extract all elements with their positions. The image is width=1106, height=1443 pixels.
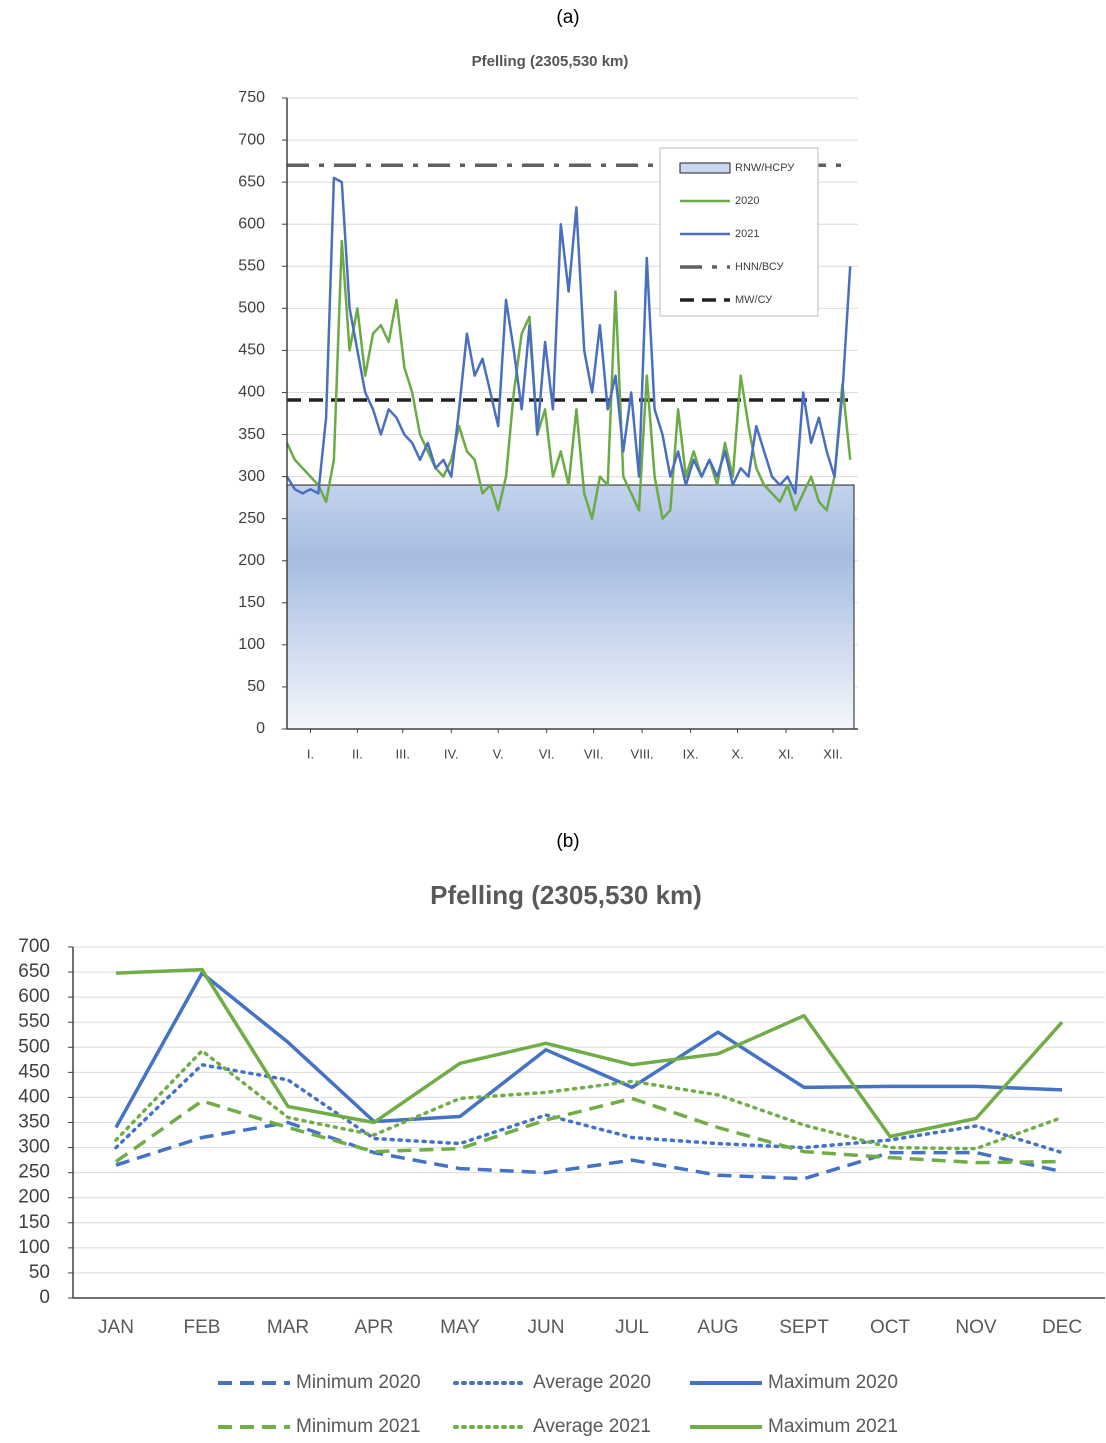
x-tick-label: II. <box>352 746 363 761</box>
y-tick-label: 350 <box>18 1112 50 1133</box>
x-tick-label: OCT <box>870 1317 911 1338</box>
y-tick-label: 400 <box>18 1086 50 1107</box>
y-tick-label: 150 <box>238 594 265 611</box>
y-tick-label: 700 <box>238 131 265 148</box>
x-tick-label: III. <box>396 746 410 761</box>
series-line <box>114 1096 1063 1165</box>
y-tick-label: 100 <box>238 636 265 653</box>
y-tick-label: 0 <box>39 1287 50 1308</box>
y-tick-label: 600 <box>18 986 50 1007</box>
y-tick-label: 250 <box>238 510 265 527</box>
x-tick-label: FEB <box>184 1317 221 1338</box>
legend-label: RNW/НСРУ <box>735 162 795 174</box>
y-tick-label: 100 <box>18 1237 50 1258</box>
legend-label: Average 2020 <box>533 1372 651 1393</box>
chart-title: Pfelling (2305,530 km) <box>472 53 629 70</box>
x-tick-label: JUL <box>615 1317 649 1338</box>
y-tick-label: 400 <box>238 384 265 401</box>
y-tick-label: 0 <box>256 720 265 737</box>
series-line <box>114 1063 1064 1155</box>
panel-label: (a) <box>556 7 579 28</box>
y-tick-label: 300 <box>238 468 265 485</box>
y-tick-label: 200 <box>18 1187 50 1208</box>
legend-label: Average 2021 <box>533 1416 651 1437</box>
x-tick-label: MAY <box>440 1317 480 1338</box>
x-tick-label: VI. <box>539 746 555 761</box>
y-tick-label: 450 <box>238 342 265 359</box>
x-tick-label: V. <box>493 746 504 761</box>
x-tick-label: XI. <box>778 746 794 761</box>
x-tick-label: SEPT <box>779 1317 829 1338</box>
y-tick-label: 650 <box>18 961 50 982</box>
y-tick-label: 350 <box>238 426 265 443</box>
legend-label: Minimum 2020 <box>296 1372 421 1393</box>
x-tick-label: IV. <box>444 746 459 761</box>
panel-label: (b) <box>556 831 579 852</box>
x-tick-label: I. <box>307 746 314 761</box>
y-tick-label: 550 <box>18 1011 50 1032</box>
series-line <box>114 1049 1064 1151</box>
x-tick-label: DEC <box>1042 1317 1082 1338</box>
x-tick-label: APR <box>354 1317 393 1338</box>
legend-label: HNN/ВСУ <box>735 261 784 273</box>
legend-label: Maximum 2020 <box>768 1372 898 1393</box>
series-line <box>285 239 852 520</box>
y-tick-label: 500 <box>18 1036 50 1057</box>
y-tick-label: 200 <box>238 552 265 569</box>
legend-swatch <box>679 162 731 174</box>
chart-title: Pfelling (2305,530 km) <box>430 880 702 910</box>
y-tick-label: 700 <box>18 936 50 957</box>
y-tick-label: 500 <box>238 300 265 317</box>
y-tick-label: 650 <box>238 173 265 190</box>
legend-label: 2020 <box>735 195 759 207</box>
y-tick-label: 550 <box>238 257 265 274</box>
legend-label: Maximum 2021 <box>768 1416 898 1437</box>
legend-box <box>659 147 819 317</box>
legend-label: 2021 <box>735 228 759 240</box>
y-tick-label: 250 <box>18 1162 50 1183</box>
series-line <box>115 1120 1063 1181</box>
series-line <box>115 967 1064 1139</box>
y-tick-label: 50 <box>247 678 265 695</box>
x-tick-label: AUG <box>697 1317 738 1338</box>
y-tick-label: 50 <box>29 1262 50 1283</box>
y-tick-label: 600 <box>238 215 265 232</box>
x-tick-label: XII. <box>823 746 843 761</box>
series-line <box>114 971 1063 1129</box>
y-tick-label: 150 <box>18 1212 50 1233</box>
y-tick-label: 450 <box>18 1061 50 1082</box>
x-tick-label: JAN <box>98 1317 134 1338</box>
legend-label: MW/СУ <box>735 294 773 306</box>
x-tick-label: MAR <box>267 1317 309 1338</box>
x-tick-label: X. <box>731 746 743 761</box>
band-area <box>286 484 855 730</box>
x-tick-label: JUN <box>528 1317 565 1338</box>
series-line <box>285 176 852 495</box>
y-tick-label: 750 <box>238 89 265 106</box>
x-tick-label: IX. <box>683 746 699 761</box>
x-tick-label: NOV <box>955 1317 997 1338</box>
x-tick-label: VII. <box>584 746 604 761</box>
y-tick-label: 300 <box>18 1137 50 1158</box>
x-tick-label: VIII. <box>631 746 654 761</box>
legend-label: Minimum 2021 <box>296 1416 421 1437</box>
